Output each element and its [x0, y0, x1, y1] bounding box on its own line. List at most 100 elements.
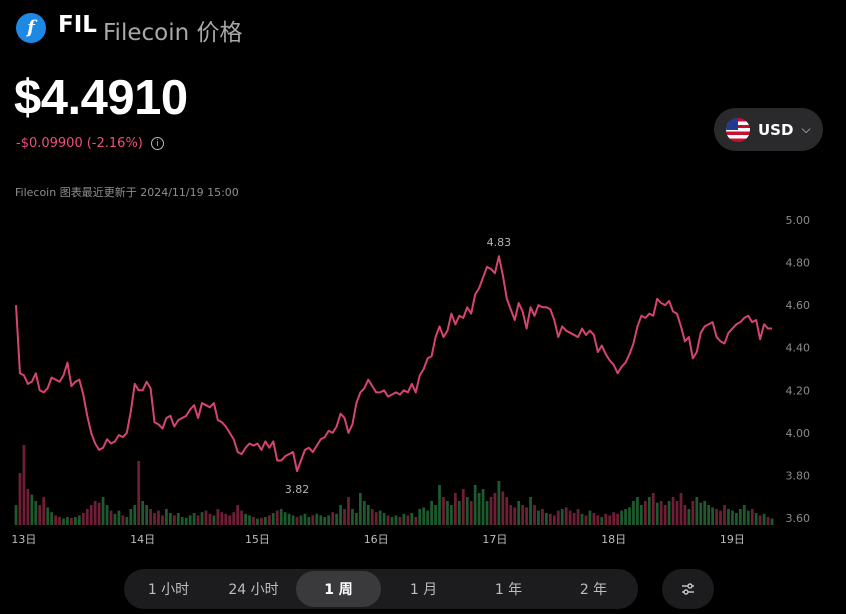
volume-bar	[236, 505, 240, 525]
tab-1y[interactable]: 1 年	[494, 582, 523, 598]
volume-bar	[176, 513, 180, 525]
volume-bar	[248, 515, 251, 525]
volume-bar	[382, 513, 386, 525]
volume-bar	[192, 513, 196, 525]
x-tick-label: 17日	[482, 533, 507, 546]
volume-bar	[62, 518, 65, 525]
time-range-tabs: 1 小时 24 小时 1 周 1 月 1 年 2 年	[124, 569, 638, 609]
volume-bar	[240, 510, 243, 525]
volume-bar	[161, 515, 164, 525]
volume-bar	[374, 512, 378, 525]
tab-1h[interactable]: 1 小时	[147, 582, 190, 598]
volume-bar	[157, 510, 160, 525]
volume-bar	[727, 509, 730, 525]
volume-bar	[568, 510, 572, 525]
volume-bar	[628, 507, 631, 525]
tab-1m[interactable]: 1 月	[409, 582, 438, 598]
x-tick-label: 15日	[245, 533, 270, 546]
volume-bar	[279, 509, 283, 525]
info-icon[interactable]: i	[150, 137, 164, 150]
volume-bar	[101, 497, 105, 525]
volume-bar	[113, 513, 117, 525]
volume-bar	[600, 517, 604, 525]
volume-bar	[212, 515, 216, 525]
volume-bar	[362, 501, 366, 525]
volume-bar	[738, 509, 742, 525]
volume-bar	[204, 510, 208, 525]
annotations: 4.83 3.82	[285, 236, 511, 496]
volume-bar	[291, 515, 295, 525]
volume-bar	[351, 509, 354, 525]
volume-bar	[414, 517, 418, 525]
volume-bar	[762, 513, 766, 525]
volume-bar	[624, 509, 627, 525]
volume-bar	[30, 494, 34, 525]
volume-bar	[188, 515, 192, 525]
volume-bar	[719, 510, 722, 525]
volume-bar	[331, 512, 335, 525]
volume-bar	[442, 497, 445, 525]
volume-bar	[129, 509, 133, 525]
volume-bar	[659, 501, 663, 525]
price-line	[15, 255, 772, 473]
volume-bar	[184, 517, 188, 525]
volume-bar	[42, 497, 46, 525]
volume-bar	[450, 505, 453, 525]
volume-bar	[275, 510, 279, 525]
tab-24h[interactable]: 24 小时	[228, 582, 279, 598]
chart-settings-button[interactable]	[662, 569, 714, 609]
volume-bar	[85, 509, 89, 525]
current-price: $4.4910	[14, 71, 188, 125]
volume-bar	[54, 515, 57, 525]
y-tick-label: 3.60	[786, 512, 811, 525]
x-tick-label: 13日	[11, 533, 36, 546]
volume-bar	[687, 509, 691, 525]
volume-bar	[556, 510, 560, 525]
volume-bar	[145, 505, 148, 525]
extreme-value-label: 4.83	[487, 236, 512, 249]
volume-bar	[703, 501, 707, 525]
volume-bar	[422, 507, 426, 525]
volume-bar	[715, 509, 718, 525]
volume-bar	[612, 512, 616, 525]
volume-bar	[750, 509, 754, 525]
tab-1w[interactable]: 1 周	[296, 571, 381, 607]
tab-2y[interactable]: 2 年	[579, 582, 608, 598]
currency-selector[interactable]: USD ⌵	[714, 108, 823, 151]
x-axis: 13日 14日 15日 16日 17日 18日 19日	[11, 533, 744, 546]
price-change-percent: (-2.16%)	[86, 136, 143, 151]
volume-bar	[70, 517, 73, 525]
volume-bar	[303, 513, 307, 525]
extreme-value-label: 3.82	[285, 483, 310, 496]
volume-bar	[34, 501, 38, 525]
volume-bar	[548, 513, 552, 525]
volume-bar	[89, 505, 93, 525]
volume-bar	[418, 509, 422, 525]
volume-bar	[497, 481, 501, 525]
volume-bar	[22, 445, 26, 525]
volume-bar	[172, 515, 176, 525]
y-tick-label: 4.60	[786, 299, 811, 312]
volume-bar	[153, 513, 156, 525]
volume-bar	[663, 505, 667, 525]
volume-bar	[378, 510, 382, 525]
volume-bar	[438, 485, 441, 525]
volume-bar	[315, 513, 319, 525]
y-tick-label: 4.20	[786, 384, 811, 397]
volume-bar	[402, 513, 406, 525]
volume-bar	[505, 497, 509, 525]
volume-bar	[679, 493, 683, 525]
volume-bar	[137, 461, 141, 525]
volume-bar	[667, 501, 671, 525]
volume-bar	[406, 515, 410, 525]
volume-bar	[299, 515, 303, 525]
volume-bar	[355, 513, 358, 525]
volume-bar	[97, 502, 101, 525]
volume-bar	[766, 517, 770, 525]
coin-symbol: FIL	[58, 12, 97, 38]
y-tick-label: 4.00	[786, 427, 811, 440]
volume-bar	[311, 515, 315, 525]
volume-bar	[533, 505, 536, 525]
price-chart[interactable]: 5.004.804.604.404.204.003.803.60 13日 14日 1…	[0, 200, 846, 552]
volume-bar	[390, 517, 394, 525]
